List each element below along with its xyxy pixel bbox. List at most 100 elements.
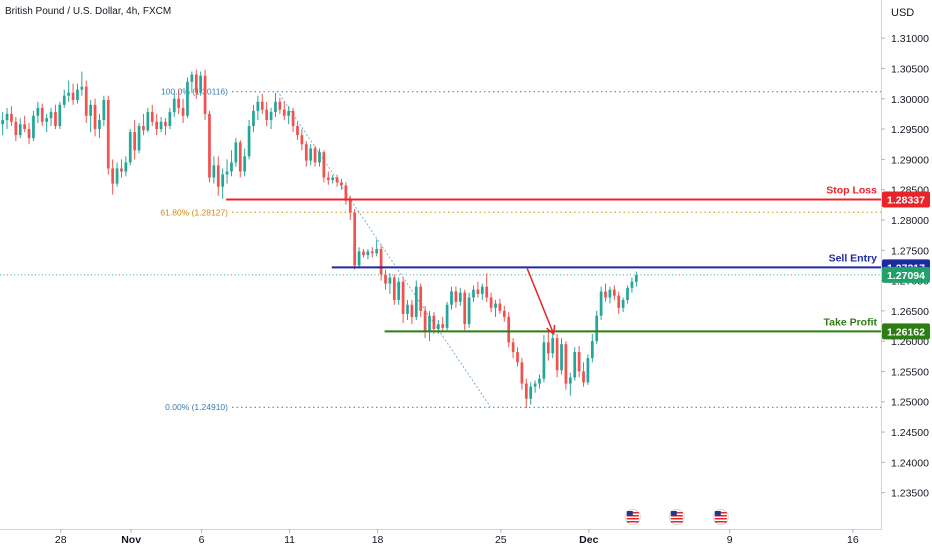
bearish-candle[interactable] [216,156,220,196]
bearish-candle[interactable] [300,129,304,151]
bearish-candle[interactable] [313,146,317,167]
bearish-candle[interactable] [194,69,198,99]
bullish-candle[interactable] [102,95,106,127]
bearish-candle[interactable] [340,178,343,190]
bearish-candle[interactable] [282,101,286,120]
bullish-candle[interactable] [331,175,335,184]
bearish-candle[interactable] [93,98,97,137]
bullish-candle[interactable] [529,382,533,405]
bullish-candle[interactable] [172,92,176,117]
bearish-candle[interactable] [546,332,550,361]
candles[interactable] [1,69,638,408]
bearish-candle[interactable] [265,101,269,127]
bullish-candle[interactable] [168,107,172,130]
bearish-candle[interactable] [14,116,18,142]
bearish-candle[interactable] [164,118,167,136]
bullish-candle[interactable] [190,71,194,93]
bullish-candle[interactable] [626,285,629,304]
bearish-candle[interactable] [612,285,616,300]
bullish-candle[interactable] [414,280,418,320]
bullish-candle[interactable] [76,83,79,104]
bearish-candle[interactable] [362,249,365,258]
bearish-candle[interactable] [423,306,427,339]
bearish-candle[interactable] [582,362,585,387]
bearish-candle[interactable] [410,299,414,325]
bullish-candle[interactable] [98,113,101,139]
bullish-candle[interactable] [397,277,401,305]
currency-label[interactable]: USD [891,7,914,19]
bearish-candle[interactable] [238,139,242,178]
bullish-candle[interactable] [146,107,150,133]
bearish-candle[interactable] [142,113,145,136]
bearish-candle[interactable] [489,292,493,313]
bullish-candle[interactable] [467,292,471,328]
bullish-candle[interactable] [49,107,53,127]
us-flag-icon[interactable] [712,509,729,525]
bearish-candle[interactable] [516,347,519,367]
price-badge-stop-loss[interactable]: 1.28337 [882,191,930,208]
bearish-candle[interactable] [577,346,581,378]
bearish-candle[interactable] [71,83,75,105]
bullish-candle[interactable] [1,112,5,136]
bearish-candle[interactable] [485,273,489,302]
bullish-candle[interactable] [221,168,225,199]
bearish-candle[interactable] [507,312,511,348]
bullish-candle[interactable] [124,156,128,177]
bearish-candle[interactable] [401,277,405,323]
bullish-candle[interactable] [186,77,189,119]
bullish-candle[interactable] [445,301,449,331]
bearish-candle[interactable] [524,378,528,408]
bearish-candle[interactable] [617,291,621,314]
bullish-candle[interactable] [199,71,203,96]
bullish-candle[interactable] [230,150,233,177]
bearish-candle[interactable] [296,121,299,140]
bearish-candle[interactable] [604,283,607,302]
bearish-candle[interactable] [10,106,13,127]
bullish-candle[interactable] [36,101,40,124]
bullish-candle[interactable] [318,148,321,167]
us-flag-icon[interactable] [624,509,641,525]
bearish-candle[interactable] [177,89,181,114]
price-badge-last[interactable]: 1.27094 [882,266,930,283]
bullish-candle[interactable] [480,283,484,300]
bullish-candle[interactable] [252,104,255,133]
bearish-candle[interactable] [40,103,44,127]
bullish-candle[interactable] [630,277,634,293]
bullish-candle[interactable] [256,95,260,120]
bullish-candle[interactable] [388,273,392,294]
bullish-candle[interactable] [366,249,370,260]
bearish-candle[interactable] [335,174,339,187]
bearish-candle[interactable] [476,281,480,298]
bearish-candle[interactable] [27,123,31,145]
bullish-candle[interactable] [18,118,22,139]
bullish-candle[interactable] [274,92,277,117]
bullish-candle[interactable] [80,71,84,96]
bearish-candle[interactable] [555,333,559,378]
bearish-candle[interactable] [564,341,568,390]
bearish-candle[interactable] [23,115,27,133]
bearish-candle[interactable] [454,286,458,308]
bullish-candle[interactable] [542,335,546,383]
economic-events[interactable] [624,509,729,525]
bullish-candle[interactable] [309,144,313,166]
bearish-candle[interactable] [520,358,524,390]
bearish-candle[interactable] [84,80,88,124]
bullish-candle[interactable] [225,159,229,184]
bearish-candle[interactable] [384,269,387,290]
bullish-candle[interactable] [538,374,541,389]
bullish-candle[interactable] [560,338,563,375]
bearish-candle[interactable] [304,141,308,167]
bearish-candle[interactable] [379,245,383,281]
bullish-candle[interactable] [128,129,132,166]
bearish-candle[interactable] [322,150,326,183]
bullish-candle[interactable] [32,110,35,142]
bullish-candle[interactable] [137,123,141,154]
bearish-candle[interactable] [120,159,123,178]
bullish-candle[interactable] [621,297,625,313]
bullish-candle[interactable] [212,156,216,184]
bullish-candle[interactable] [428,310,431,342]
bullish-candle[interactable] [243,148,247,177]
bullish-candle[interactable] [375,239,379,257]
bullish-candle[interactable] [634,271,638,287]
bullish-candle[interactable] [67,80,71,102]
